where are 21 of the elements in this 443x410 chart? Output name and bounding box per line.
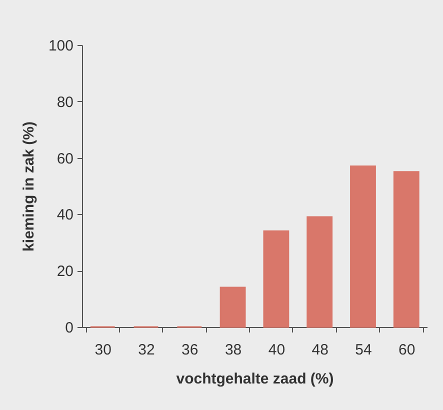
x-tick-label: 38 xyxy=(224,342,242,358)
bar xyxy=(263,230,290,328)
y-tick-label: 20 xyxy=(56,263,74,280)
bar xyxy=(306,216,333,328)
y-tick-label: 60 xyxy=(56,150,74,168)
y-tick-label: 100 xyxy=(48,38,74,54)
y-tick-label: 0 xyxy=(65,320,74,336)
x-tick-label: 40 xyxy=(268,342,286,358)
y-tick-label: 80 xyxy=(56,94,74,111)
x-tick-label: 48 xyxy=(312,342,328,358)
bar xyxy=(220,286,246,328)
x-tick-label: 36 xyxy=(182,342,198,358)
x-axis-title: vochtgehalte zaad (%) xyxy=(176,370,334,388)
x-tick-label: 60 xyxy=(398,342,416,358)
bar xyxy=(350,166,376,328)
y-tick-label: 40 xyxy=(56,206,74,224)
x-tick-label: 30 xyxy=(94,342,112,358)
x-tick-label: 54 xyxy=(355,342,372,358)
y-axis-title: kieming in zak (%) xyxy=(20,121,38,252)
bar xyxy=(393,171,420,328)
x-tick-label: 32 xyxy=(138,342,155,358)
